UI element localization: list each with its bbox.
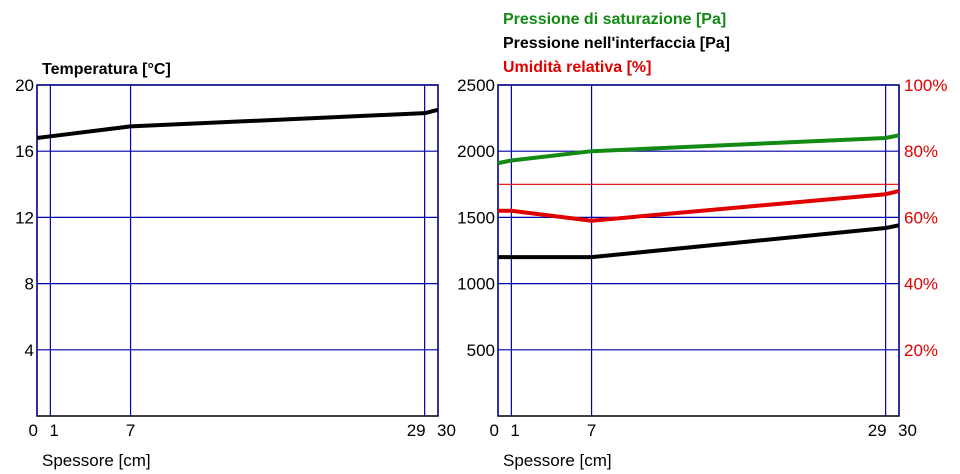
x-tick-label-0: 0 — [29, 421, 38, 440]
y-tick-label-0: 4 — [25, 341, 34, 360]
x-tick-label-4: 30 — [898, 421, 917, 440]
y2-tick-label-2: 60% — [904, 208, 938, 227]
series-line-0 — [36, 107, 439, 140]
series-line-1 — [498, 223, 900, 260]
x-tick-label-2: 7 — [126, 421, 135, 440]
temperature-chart: Temperatura [°C] 4 8 12 16 20 0 1 7 29 30 Spesso… — [15, 61, 456, 470]
pressure-plot-area — [497, 84, 900, 417]
y-tick-label-2: 12 — [15, 208, 34, 227]
y-tick-label-4: 20 — [15, 76, 34, 95]
y2-tick-label-1: 40% — [904, 275, 938, 294]
y2-tick-label-4: 100% — [904, 76, 947, 95]
x-tick-label-0: 0 — [490, 421, 499, 440]
x-tick-label-1: 1 — [49, 421, 58, 440]
y2-tick-label-0: 20% — [904, 341, 938, 360]
y-tick-label-1: 1000 — [457, 275, 495, 294]
legend-humidity: Umidità relativa [%] — [503, 59, 651, 76]
x-tick-label-2: 7 — [587, 421, 596, 440]
x-tick-label-3: 29 — [868, 421, 887, 440]
temperature-x-axis-label: Spessore [cm] — [42, 451, 151, 470]
pressure-x-axis-label: Spessore [cm] — [503, 451, 612, 470]
temperature-series — [36, 107, 439, 140]
pressure-chart: Pressione di saturazione [Pa] Pressione … — [457, 11, 947, 470]
y2-tick-label-3: 80% — [904, 142, 938, 161]
y-tick-label-0: 500 — [467, 341, 495, 360]
legend-saturation: Pressione di saturazione [Pa] — [503, 11, 726, 28]
y-tick-label-1: 8 — [25, 275, 34, 294]
y-tick-label-2: 1500 — [457, 208, 495, 227]
y-tick-label-4: 2500 — [457, 76, 495, 95]
x-tick-label-3: 29 — [407, 421, 426, 440]
series-line-0 — [497, 133, 900, 166]
temperature-y-tick-labels: 4 8 12 16 20 — [15, 76, 34, 360]
temperature-chart-title: Temperatura [°C] — [42, 61, 171, 78]
y-tick-label-3: 2000 — [457, 142, 495, 161]
temperature-x-tick-labels: 0 1 7 29 30 — [29, 421, 456, 440]
temperature-grid — [36, 84, 439, 416]
pressure-series — [497, 133, 900, 260]
humidity-y-tick-labels: 20% 40% 60% 80% 100% — [904, 76, 947, 360]
x-tick-label-4: 30 — [437, 421, 456, 440]
temperature-plot-area — [36, 84, 439, 417]
pressure-x-tick-labels: 0 1 7 29 30 — [490, 421, 917, 440]
pressure-y-tick-labels: 500 1000 1500 2000 2500 — [457, 76, 495, 360]
series-line-2 — [498, 188, 900, 223]
y-tick-label-3: 16 — [15, 142, 34, 161]
legend-interface: Pressione nell'interfaccia [Pa] — [503, 35, 730, 52]
x-tick-label-1: 1 — [510, 421, 519, 440]
